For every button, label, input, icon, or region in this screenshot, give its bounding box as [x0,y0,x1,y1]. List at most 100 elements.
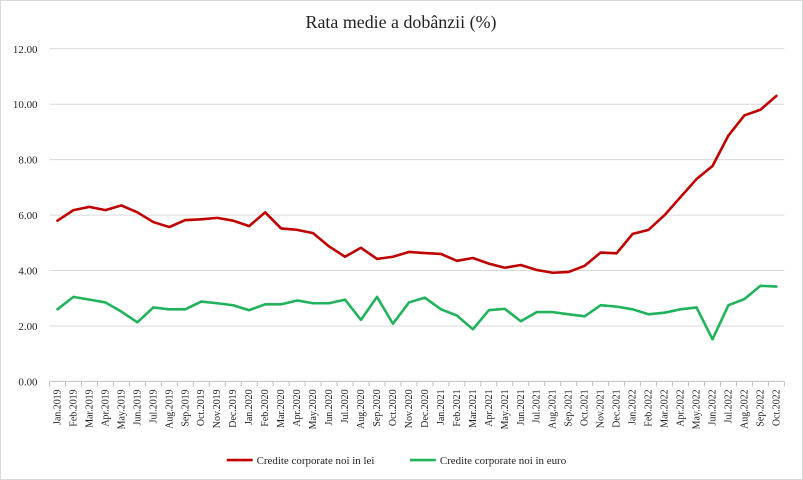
x-tick-label: Sep.2021 [564,389,575,426]
data-point [600,251,602,254]
data-point [488,263,490,265]
grid [49,48,785,327]
y-tick-label: 0.00 [18,376,38,388]
data-point [568,313,570,315]
data-point [104,301,107,304]
data-point [296,299,298,302]
data-point [488,309,490,311]
x-tick-label: Mar.2021 [468,389,479,427]
data-point [775,95,778,97]
data-point [88,206,91,208]
x-tick-label: Jun.2020 [324,389,335,425]
data-point [632,308,634,310]
data-point [392,323,394,325]
data-point [424,297,426,299]
data-point [120,311,122,313]
data-point [584,265,586,267]
data-point [424,252,426,254]
y-tick-label: 8.00 [18,155,38,167]
x-tick-label: Oct.2022 [771,389,782,426]
y-tick-label: 12.00 [13,44,38,56]
data-point [168,308,170,310]
data-point [440,253,442,255]
data-point [264,303,266,305]
x-tick-label: Feb.2022 [644,389,655,426]
data-point [392,256,394,258]
data-point [232,220,234,222]
series-line-1 [56,284,778,341]
data-point [344,256,346,258]
x-tick-label: Jul.2020 [340,389,351,423]
x-tick-label: Apr.2022 [676,389,687,426]
data-point [120,204,122,207]
data-point [344,299,346,301]
data-point [632,233,634,235]
data-point [456,314,458,317]
series-line-0 [56,94,778,275]
data-point [552,272,554,274]
data-point [200,300,202,303]
data-point [711,338,714,340]
chart-title: Rata medie a dobânzii (%) [306,12,497,33]
x-tick-label: Jan.2019 [52,389,63,425]
data-point [152,306,154,309]
x-tick-label: Jan.2022 [628,389,639,425]
x-tick-label: Aug.2020 [356,389,367,429]
x-tick-label: Jun.2022 [707,389,718,425]
data-point [775,286,778,288]
x-tick-label: Apr.2019 [100,389,111,426]
x-tick-label: Nov.2019 [212,389,223,428]
x-tick-label: Oct.2019 [196,389,207,426]
x-tick-label: May.2019 [116,389,127,429]
data-point [520,320,522,322]
data-point [472,257,474,259]
data-point [280,303,282,305]
data-point [56,308,59,310]
data-point [72,296,75,298]
x-tick-label: Mar.2022 [660,389,671,427]
x-tick-label: Jun.2019 [132,389,143,425]
x-tick-label: May.2020 [308,389,319,429]
data-point [328,302,330,304]
x-tick-label: Aug.2021 [548,389,559,429]
data-point [280,227,282,230]
legend: Credite corporate noi in lei Credite corp… [226,455,567,467]
x-tick-label: Dec.2021 [612,389,623,427]
data-point [184,308,186,310]
data-point [552,311,554,313]
x-tick-label: Dec.2019 [228,389,239,427]
data-point [664,312,666,314]
y-tick-label: 6.00 [18,210,38,222]
data-point [136,211,138,213]
x-axis-ticks: Jan.2019 Feb.2019 Mar.2019 Apr.2019 May.2019… [52,389,782,429]
data-point [520,264,522,266]
data-point [312,302,314,304]
x-tick-label: Aug.2022 [739,389,750,429]
x-tick-label: Feb.2019 [68,389,79,426]
data-point [727,134,730,137]
data-point [136,321,138,323]
data-point [616,252,618,254]
data-point [104,209,107,211]
x-tick-label: Jul.2022 [723,389,734,423]
x-tick-label: May.2021 [500,389,511,429]
data-point [216,217,218,219]
series-group [56,94,778,341]
data-point [152,221,154,223]
x-tick-label: Oct.2021 [580,389,591,426]
data-point [679,196,682,198]
data-point [56,220,59,222]
data-point [88,299,91,301]
data-point [472,328,474,330]
data-point [360,319,362,321]
data-point [328,245,330,248]
data-point [695,306,698,309]
data-point [360,247,362,249]
data-point [536,311,538,313]
data-point [664,214,666,216]
data-point [536,269,538,271]
x-tick-label: Dec.2020 [420,389,431,427]
data-point [504,308,506,310]
x-tick-label: Aug.2019 [164,389,175,429]
x-tick-label: Jul.2021 [532,389,543,423]
